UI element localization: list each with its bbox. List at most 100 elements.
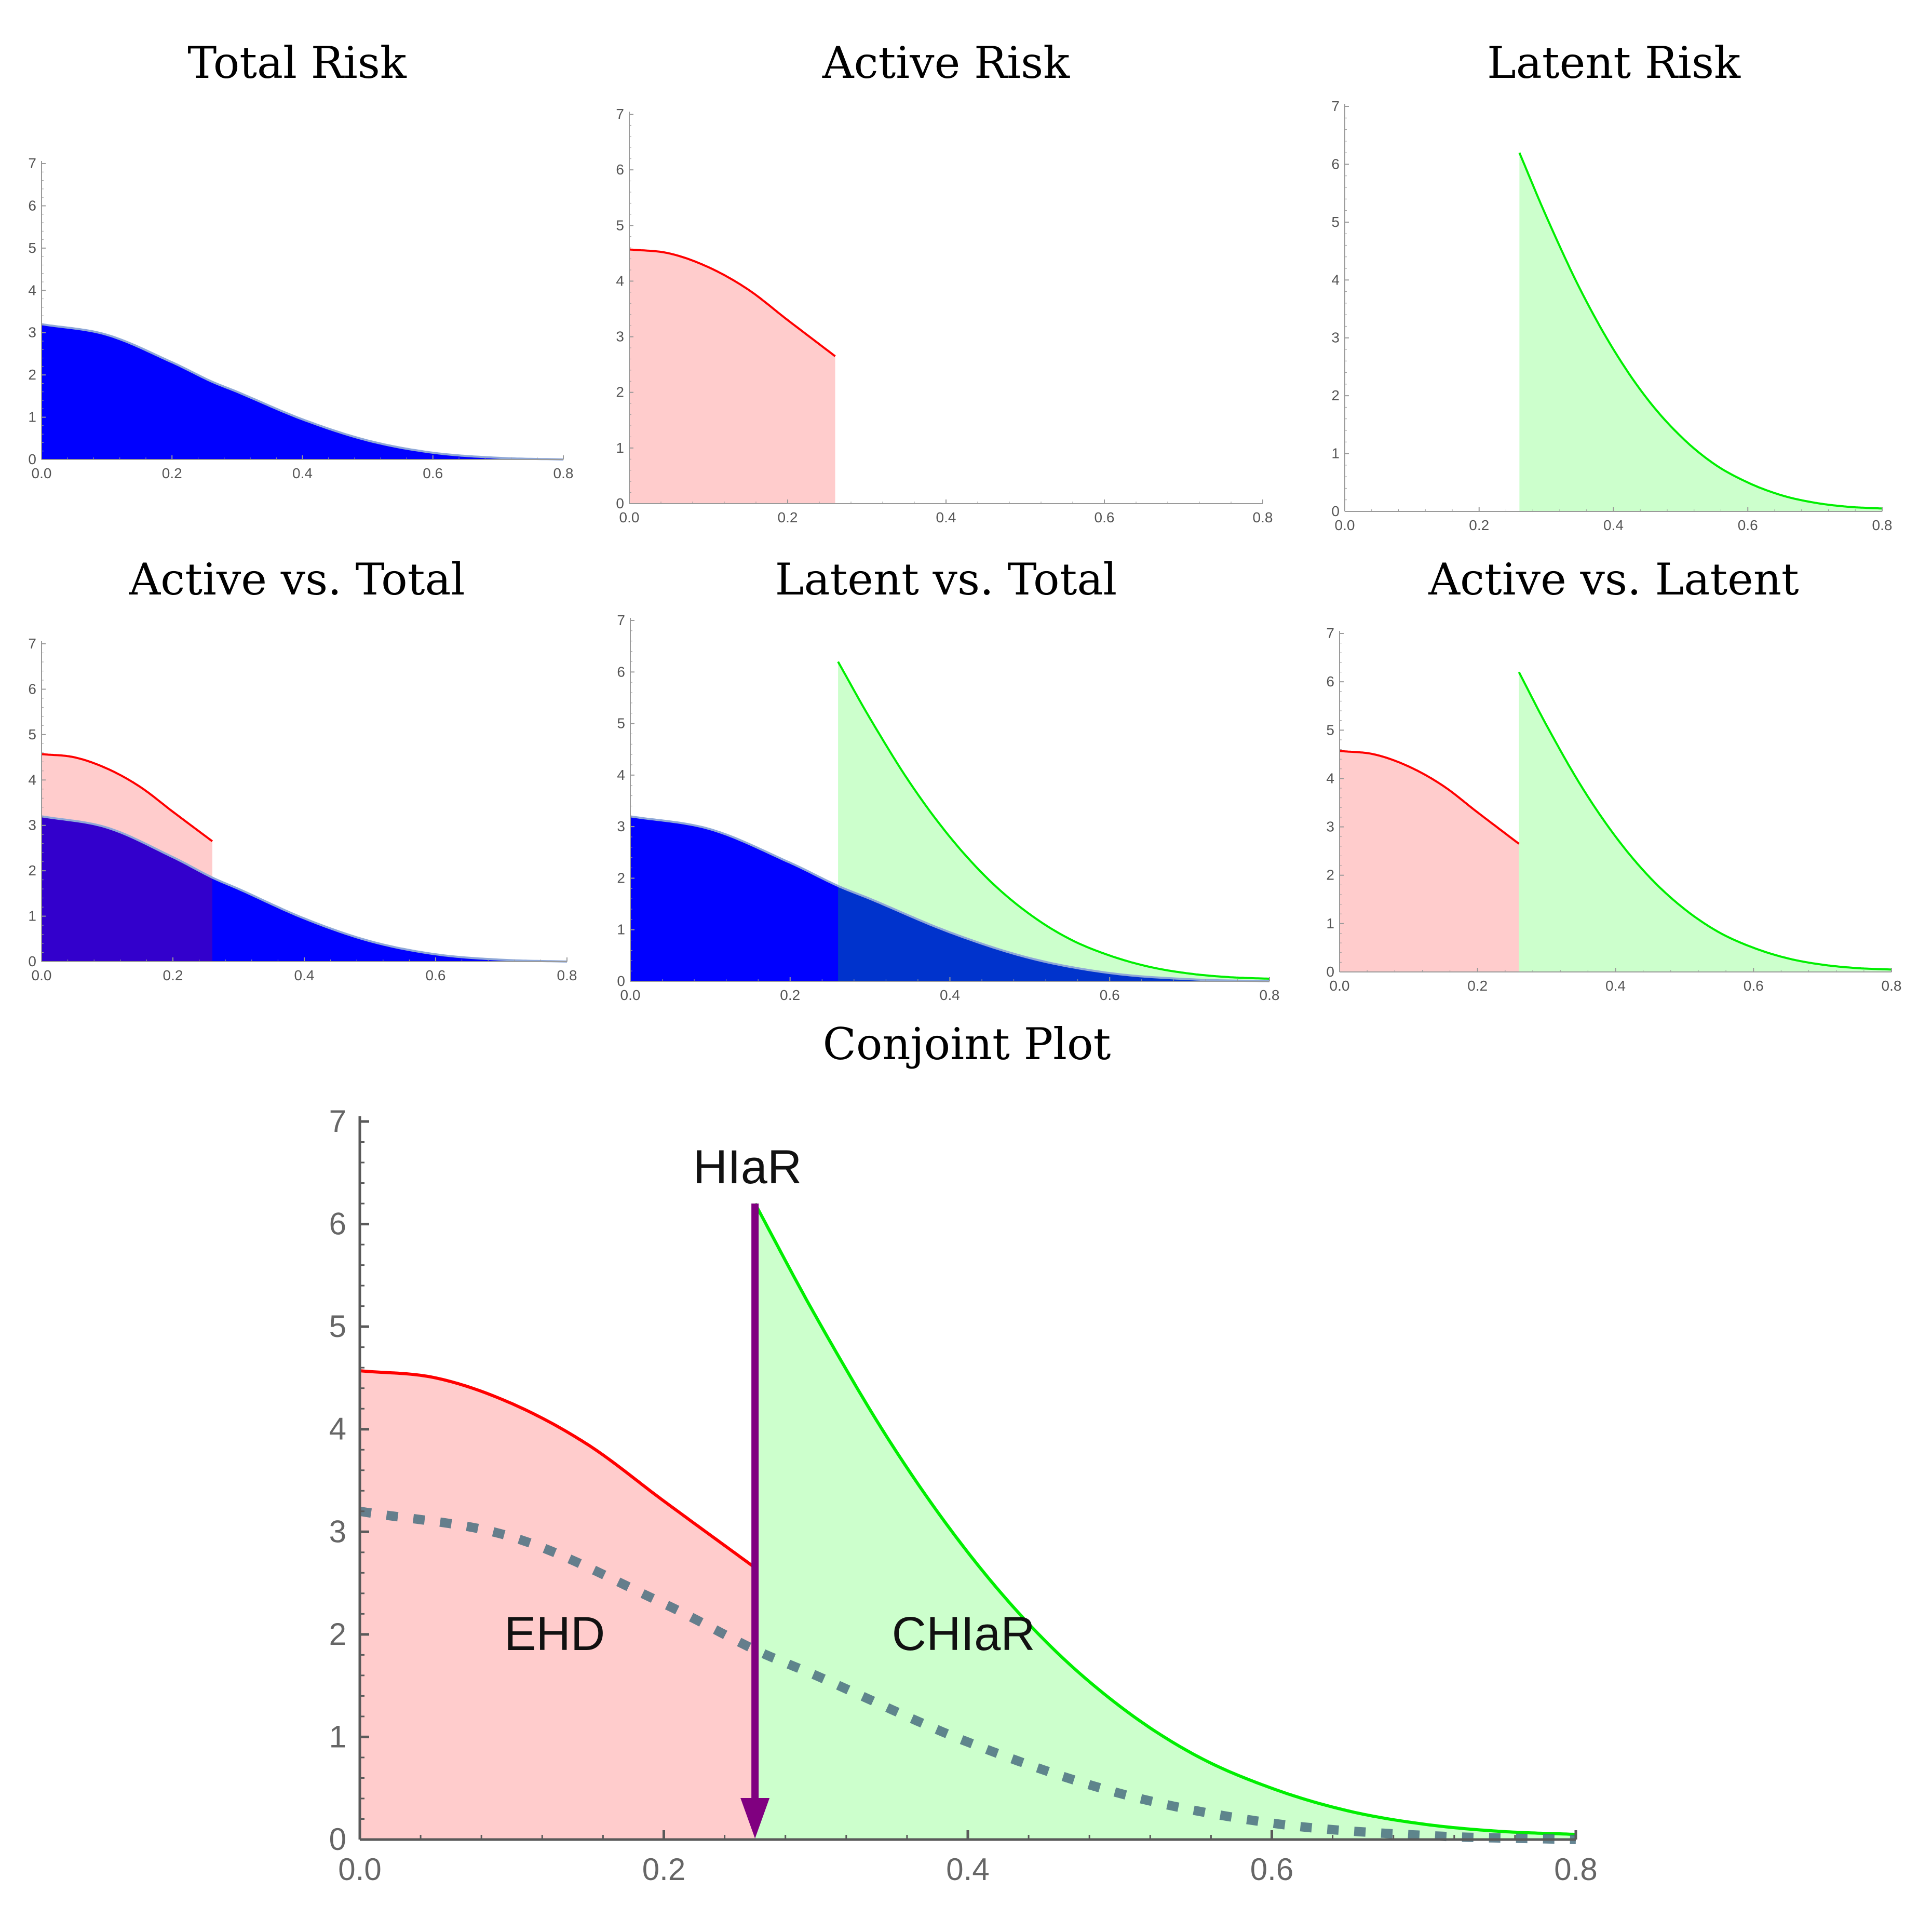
x-tick-label: 0.4 bbox=[940, 987, 960, 1003]
chart-latent-vs-total: Latent vs. Total 0 1 2 3 4 5 6 7 0.0 0.2 0.4 0.6 0.8 bbox=[617, 554, 1279, 1003]
chart-conjoint-plot: Conjoint Plot 0 1 2 3 4 5 6 7 0.0 0.2 0.4 0.6 0.8 HIaR… bbox=[329, 1019, 1598, 1887]
x-tick-label: 0.6 bbox=[1744, 978, 1764, 994]
chart-title: Active vs. Total bbox=[129, 554, 465, 605]
x-tick-label: 0.8 bbox=[1554, 1852, 1597, 1887]
y-tick-label: 0 bbox=[1326, 964, 1334, 980]
y-tick-label: 5 bbox=[28, 240, 36, 256]
x-tick-label: 0.4 bbox=[292, 465, 313, 481]
x-tick-label: 0.4 bbox=[1605, 978, 1626, 994]
y-tick-label: 1 bbox=[1331, 445, 1340, 462]
chart-total-risk: Total Risk 0 1 2 3 4 5 6 7 0.0 0.2 0.4 0.6 0.8 bbox=[28, 37, 573, 481]
total-line bbox=[41, 323, 564, 461]
active-area bbox=[1340, 751, 1519, 972]
y-tick-label: 7 bbox=[28, 155, 36, 171]
x-tick-label: 0.0 bbox=[1330, 978, 1350, 994]
y-tick-label: 6 bbox=[329, 1207, 346, 1241]
chart-title: Conjoint Plot bbox=[823, 1019, 1111, 1070]
threshold-arrow-head bbox=[740, 1798, 770, 1839]
x-tick-label: 0.6 bbox=[423, 465, 443, 481]
active-line bbox=[41, 753, 213, 842]
latent-area bbox=[838, 661, 1269, 981]
latent-total-overlap bbox=[838, 886, 1269, 981]
x-tick-label: 0.8 bbox=[1253, 509, 1273, 525]
y-tick-label: 5 bbox=[329, 1309, 346, 1344]
x-tick-label: 0.6 bbox=[1095, 509, 1115, 525]
y-tick-label: 4 bbox=[616, 273, 624, 289]
y-tick-label: 3 bbox=[28, 817, 36, 833]
y-tick-label: 2 bbox=[28, 862, 36, 878]
latent-area bbox=[1519, 153, 1882, 512]
total-area bbox=[630, 816, 1269, 981]
y-tick-label: 5 bbox=[28, 726, 36, 742]
total-area bbox=[42, 324, 563, 459]
x-tick-label: 0.2 bbox=[1469, 517, 1489, 533]
active-total-overlap bbox=[42, 816, 212, 962]
latent-area bbox=[1519, 672, 1892, 972]
active-area bbox=[360, 1371, 755, 1840]
y-tick-label: 7 bbox=[617, 612, 625, 628]
y-tick-label: 7 bbox=[28, 636, 36, 652]
x-tick-label: 0.8 bbox=[1260, 987, 1280, 1003]
x-tick-label: 0.8 bbox=[557, 967, 577, 983]
y-tick-label: 1 bbox=[329, 1719, 346, 1754]
y-tick-label: 3 bbox=[617, 818, 625, 834]
y-tick-label: 2 bbox=[329, 1617, 346, 1652]
y-tick-label: 3 bbox=[616, 329, 624, 345]
x-tick-label: 0.2 bbox=[1467, 978, 1488, 994]
total-line bbox=[41, 815, 568, 963]
y-tick-label: 5 bbox=[617, 715, 625, 732]
x-tick-label: 0.4 bbox=[946, 1852, 989, 1887]
latent-line bbox=[837, 661, 1270, 980]
x-tick-label: 0.4 bbox=[1603, 517, 1624, 533]
annotation-hiar: HIaR bbox=[693, 1141, 802, 1194]
latent-line bbox=[753, 1202, 1576, 1836]
y-tick-label: 4 bbox=[28, 772, 36, 788]
annotation-chiar: CHIaR bbox=[892, 1607, 1035, 1660]
chart-active-vs-latent: Active vs. Latent 0 1 2 3 4 5 6 7 0.0 0.2 0.4 0.6 0.8 bbox=[1326, 554, 1901, 994]
total-line bbox=[630, 815, 1270, 982]
x-tick-label: 0.6 bbox=[1250, 1852, 1293, 1887]
x-tick-label: 0.4 bbox=[294, 967, 315, 983]
x-tick-label: 0.0 bbox=[1335, 517, 1355, 533]
y-tick-label: 2 bbox=[1331, 387, 1340, 403]
y-tick-label: 2 bbox=[616, 384, 624, 400]
y-tick-label: 4 bbox=[28, 282, 36, 298]
y-tick-label: 0 bbox=[28, 953, 36, 969]
y-tick-label: 0 bbox=[617, 973, 625, 989]
y-tick-label: 4 bbox=[329, 1412, 346, 1447]
y-tick-label: 4 bbox=[1331, 272, 1340, 288]
x-tick-label: 0.0 bbox=[620, 987, 641, 1003]
chart-title: Latent Risk bbox=[1487, 37, 1741, 88]
active-line bbox=[629, 248, 836, 357]
latent-area bbox=[755, 1204, 1576, 1840]
x-tick-label: 0.2 bbox=[163, 967, 183, 983]
y-tick-label: 1 bbox=[28, 908, 36, 924]
y-tick-label: 3 bbox=[1331, 330, 1340, 346]
y-tick-label: 4 bbox=[1326, 770, 1334, 786]
latent-line bbox=[1518, 152, 1883, 510]
y-tick-label: 6 bbox=[1326, 673, 1334, 690]
annotation-ehd: EHD bbox=[504, 1607, 605, 1660]
active-area bbox=[629, 249, 835, 504]
x-tick-label: 0.8 bbox=[1882, 978, 1902, 994]
chart-title: Latent vs. Total bbox=[775, 554, 1117, 605]
chart-title: Active vs. Latent bbox=[1428, 554, 1799, 605]
y-tick-label: 2 bbox=[1326, 867, 1334, 883]
x-tick-label: 0.0 bbox=[619, 509, 640, 525]
y-tick-label: 2 bbox=[617, 870, 625, 886]
chart-latent-risk: Latent Risk 0 1 2 3 4 5 6 7 0.0 0.2 0.4 0.6 0.8 bbox=[1331, 37, 1892, 533]
y-tick-label: 1 bbox=[617, 922, 625, 938]
y-tick-label: 0 bbox=[329, 1822, 346, 1857]
chart-title: Total Risk bbox=[187, 37, 407, 88]
x-tick-label: 0.8 bbox=[1872, 517, 1893, 533]
y-tick-label: 7 bbox=[616, 106, 624, 122]
y-tick-label: 0 bbox=[28, 451, 36, 467]
y-tick-label: 5 bbox=[1326, 722, 1334, 738]
y-tick-label: 0 bbox=[616, 495, 624, 511]
x-tick-label: 0.4 bbox=[936, 509, 956, 525]
y-tick-label: 6 bbox=[28, 197, 36, 213]
y-tick-label: 2 bbox=[28, 367, 36, 383]
y-tick-label: 5 bbox=[616, 217, 624, 233]
x-tick-label: 0.6 bbox=[1100, 987, 1120, 1003]
